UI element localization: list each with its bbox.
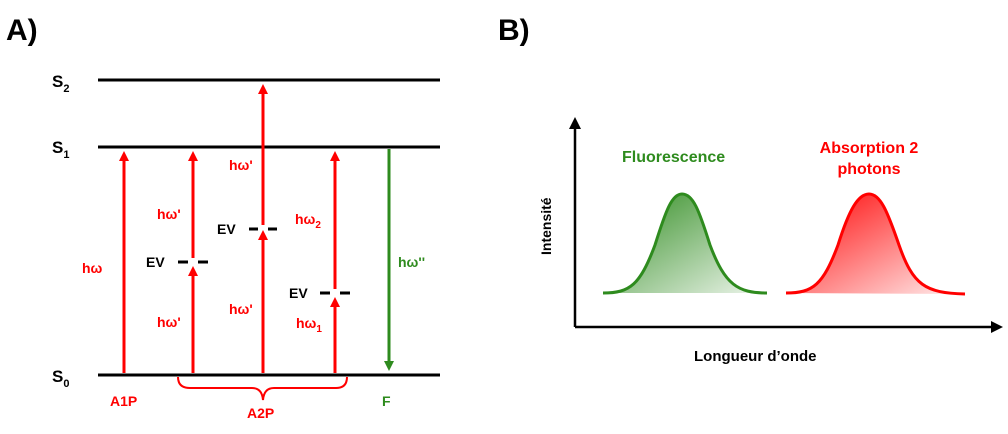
- a1p-label: A1P: [110, 393, 137, 409]
- fluorescence-photon-label: hω'': [398, 254, 425, 270]
- fluorescence-label: Fluorescence: [622, 149, 725, 166]
- virtual-state-label: EV: [146, 254, 165, 270]
- fluorescence-band-fill: [603, 194, 767, 293]
- y-axis-label: Intensité: [538, 197, 554, 255]
- a2p1-lower-photon-label: hω': [157, 314, 181, 330]
- a1p-photon-label: hω: [82, 260, 103, 276]
- panel-b: B) Intensité Longueur d’onde Fluorescenc…: [498, 14, 997, 365]
- virtual-state-label: EV: [217, 221, 236, 237]
- x-axis-label: Longueur d’onde: [694, 348, 816, 365]
- panel-b-label: B): [498, 14, 530, 47]
- a2p-brace: [178, 377, 347, 400]
- a2p2-upper-photon-label: hω': [229, 157, 253, 173]
- f-label: F: [382, 393, 391, 409]
- absorption-band-fill: [786, 194, 965, 294]
- a2p2-lower-photon-label: hω': [229, 301, 253, 317]
- absorption-label-line2: photons: [837, 161, 900, 178]
- absorption-label-line1: Absorption 2: [820, 140, 919, 157]
- a2p1-upper-photon-label: hω': [157, 206, 181, 222]
- level-s2-label: S2: [52, 72, 69, 95]
- virtual-state-label: EV: [289, 285, 308, 301]
- level-s1-label: S1: [52, 138, 69, 161]
- a2p3-lower-photon-label: hω1: [296, 315, 322, 335]
- a2p-label: A2P: [247, 405, 274, 421]
- a2p3-upper-photon-label: hω2: [295, 211, 321, 231]
- panel-a: A) S2 S1 S0 hω EV hω' hω' EV hω' hω' EV …: [6, 14, 440, 421]
- level-s0-label: S0: [52, 367, 69, 390]
- panel-a-label: A): [6, 14, 38, 47]
